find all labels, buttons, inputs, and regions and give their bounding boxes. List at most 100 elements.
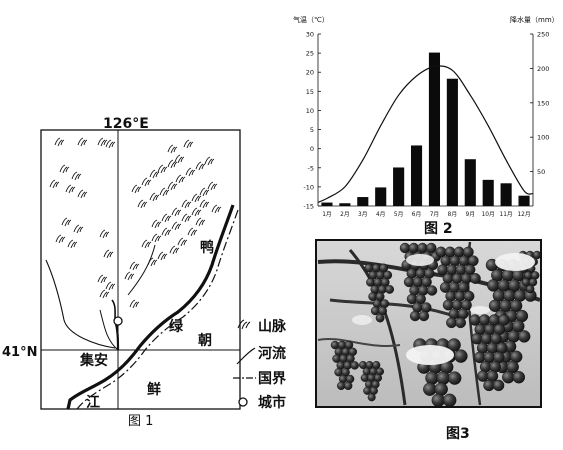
mountain-icon <box>77 137 88 147</box>
precipitation-bars <box>321 52 530 206</box>
left-tick-label: 5 <box>310 126 314 134</box>
place-label-ya: 鸭 <box>200 239 214 256</box>
mountain-icon <box>195 217 206 227</box>
mountain-icon <box>99 229 110 239</box>
right-tick-label: 250 <box>537 31 549 39</box>
figure3-caption: 图3 <box>446 426 470 442</box>
mountain-icon <box>171 221 182 231</box>
month-label: 5月 <box>394 211 404 218</box>
mountain-icon <box>177 237 188 247</box>
mountain-icon <box>161 227 172 237</box>
mountain-icon <box>73 224 84 234</box>
mountain-icon <box>97 274 108 284</box>
place-label-chao: 朝 <box>198 332 212 349</box>
national-border <box>76 209 239 410</box>
right-tick-label: 200 <box>537 65 549 73</box>
left-tick-label: 20 <box>306 69 314 77</box>
legend-label-river: 河流 <box>258 345 286 362</box>
mountain-icon <box>175 174 186 184</box>
mountain-icon <box>137 199 148 209</box>
map-legend: 山脉 河流 国界 城市 <box>233 318 287 411</box>
mountain-icon <box>67 239 78 249</box>
precipitation-bar <box>393 167 405 206</box>
left-tick-label: 0 <box>310 145 314 153</box>
month-label: 2月 <box>340 211 350 218</box>
precipitation-bar <box>339 203 351 206</box>
mountain-icon <box>195 161 206 171</box>
tributary-river <box>127 244 156 296</box>
mountain-icon <box>207 181 218 191</box>
left-tick-label: 15 <box>306 88 314 96</box>
mountain-icon <box>199 187 210 197</box>
mountain-icon <box>131 184 142 194</box>
month-label: 10月 <box>482 211 495 218</box>
mountain-icon <box>185 167 196 177</box>
legend-item-city: 城市 <box>238 394 286 411</box>
place-label-jiang: 江 <box>86 394 100 411</box>
mountain-icon <box>129 299 140 309</box>
city-label: 集安 <box>79 352 108 369</box>
mountain-icon <box>149 192 160 202</box>
mountain-icon <box>157 251 168 261</box>
longitude-label: 126°E <box>103 116 149 132</box>
precipitation-bar <box>500 183 512 206</box>
city-icon <box>238 397 248 407</box>
legend-label-city: 城市 <box>258 394 286 411</box>
month-label: 4月 <box>376 211 386 218</box>
mountain-icon <box>181 199 192 209</box>
month-label: 6月 <box>412 211 422 218</box>
figure3-photo: 图3 <box>315 239 542 442</box>
mountain-icon <box>124 271 135 281</box>
river-icon <box>236 347 256 365</box>
figure1-caption: 图 1 <box>128 414 153 429</box>
month-label: 9月 <box>466 211 476 218</box>
legend-item-river: 河流 <box>236 345 286 365</box>
precipitation-bar <box>410 145 423 206</box>
precipitation-bar <box>357 197 369 206</box>
yalu-river <box>66 204 235 410</box>
mountain-icon <box>151 233 162 243</box>
mountain-icon <box>191 193 202 203</box>
precipitation-bar <box>464 159 476 206</box>
mountain-icon <box>103 249 114 259</box>
map-frame <box>40 129 241 410</box>
month-label: 11月 <box>500 211 513 218</box>
mountain-icon <box>61 217 72 227</box>
grape-photo-icon <box>317 241 542 407</box>
month-labels: 1月 2月 3月 4月 5月 6月 7月 8月 9月 10月 11月 12月 <box>322 211 530 218</box>
figure1-map: 126°E 41°N 集安 鸭 绿 江 朝 鲜 图 1 <box>2 116 241 429</box>
mountain-icon <box>149 169 160 179</box>
mountain-icon <box>129 261 140 271</box>
left-tick-label: -5 <box>308 164 314 172</box>
tributary-river <box>45 259 116 349</box>
mountain-icon <box>167 159 178 169</box>
precipitation-bar <box>518 195 530 206</box>
left-tick-label: -10 <box>303 183 314 191</box>
mountain-icon <box>174 154 185 164</box>
mountain-icon <box>141 177 152 187</box>
city-ji-an-marker <box>113 316 123 326</box>
mountain-icon <box>141 239 152 249</box>
legend-item-mountain: 山脉 <box>237 318 287 335</box>
month-label: 12月 <box>517 211 530 218</box>
mountain-icon <box>187 227 198 237</box>
month-label: 3月 <box>358 211 368 218</box>
right-tick-label: 100 <box>537 134 549 142</box>
mountain-icon <box>167 181 178 191</box>
mountain-icon <box>99 289 110 299</box>
mountain-icon <box>151 219 162 229</box>
mountain-icon <box>105 281 116 291</box>
mountain-ranges <box>49 137 222 309</box>
mountain-icon <box>181 213 192 223</box>
precipitation-bar <box>446 78 458 206</box>
mountain-icon <box>191 207 202 217</box>
mountain-icon <box>54 137 65 147</box>
precipitation-bar <box>321 202 333 206</box>
month-label: 7月 <box>430 211 440 218</box>
tributary-river <box>99 309 119 351</box>
legend-label-border: 国界 <box>258 371 287 387</box>
left-axis-title: 气温（℃） <box>293 15 329 24</box>
mountain-icon <box>183 139 194 149</box>
